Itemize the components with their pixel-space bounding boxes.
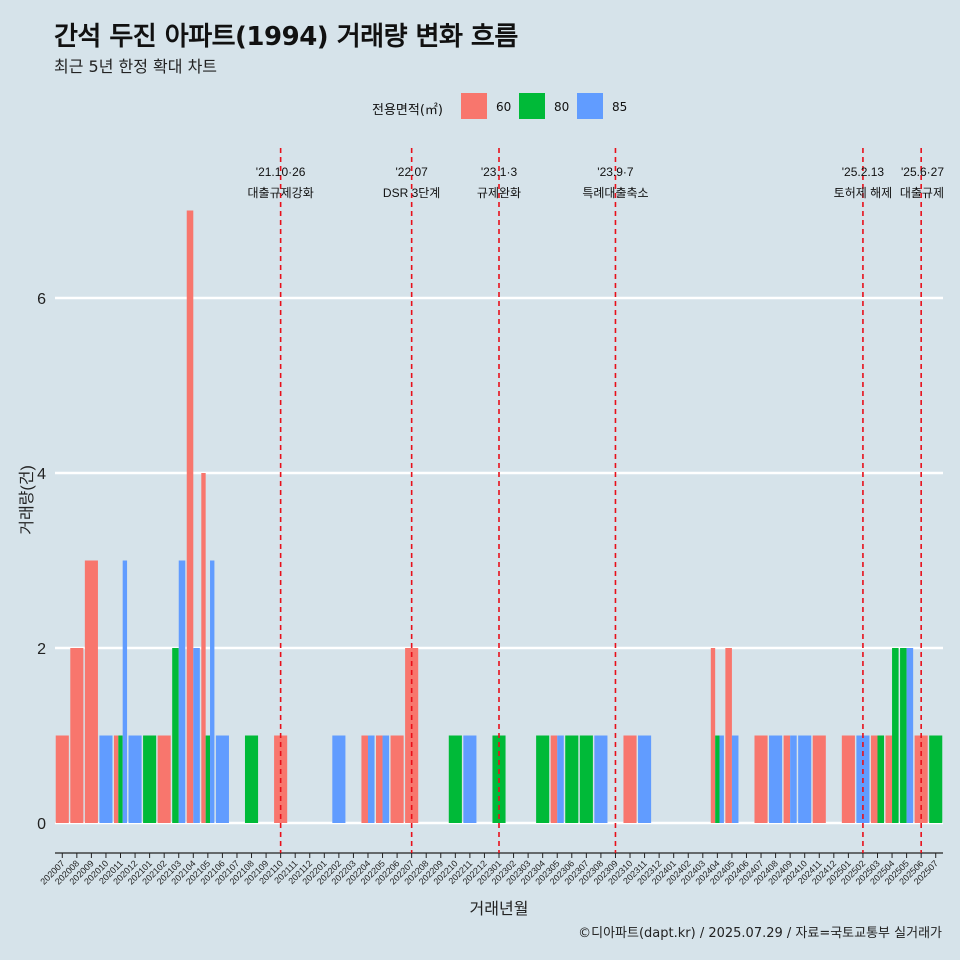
- bar-85-202405: [731, 735, 739, 823]
- bar-85-202505: [906, 648, 914, 823]
- bar-85-202205: [382, 735, 390, 823]
- bar-85-202010: [99, 735, 113, 823]
- bar-80-202507: [929, 735, 943, 823]
- bar-60-202405: [725, 648, 732, 823]
- bar-60-202206: [390, 735, 404, 823]
- event-label: 대출규제: [900, 186, 944, 200]
- bar-60-202105: [201, 473, 206, 823]
- legend-label-60: 60: [496, 100, 512, 114]
- legend-key-80: [519, 93, 545, 119]
- event-date-label: '25.2.13: [842, 165, 885, 179]
- event-label: DSR 3단계: [383, 186, 440, 200]
- legend: 전용면적(㎡) 60 80 85: [0, 93, 960, 121]
- bar-60-202102: [157, 735, 171, 823]
- caption: ©디아파트(dapt.kr) / 2025.07.29 / 자료=국토교통부 실…: [578, 926, 942, 941]
- bar-80-202011: [118, 735, 123, 823]
- y-axis-title: 거래량(건): [18, 465, 36, 535]
- event-date-label: '23.9·7: [597, 165, 634, 179]
- bar-85-202409: [790, 735, 797, 823]
- legend-key-85: [577, 93, 603, 119]
- bar-60-202204: [361, 735, 368, 823]
- bar-85-202106: [215, 735, 229, 823]
- bar-80-202101: [143, 735, 157, 823]
- y-tick-label: 4: [37, 466, 46, 483]
- bar-85-202202: [332, 735, 346, 823]
- bar-80-202105: [205, 735, 211, 823]
- y-tick-label: 0: [37, 816, 46, 833]
- x-axis-title: 거래년월: [470, 900, 529, 918]
- bar-60-202504: [885, 735, 893, 823]
- bar-60-202009: [84, 560, 98, 823]
- bar-80-202306: [565, 735, 579, 823]
- bar-60-202503: [870, 735, 878, 823]
- event-label: 토허제 해제: [834, 186, 893, 200]
- bar-85-202104: [193, 648, 200, 823]
- legend-label-85: 85: [612, 100, 628, 114]
- bar-85-202105: [210, 560, 215, 823]
- bar-60-202305: [550, 735, 558, 823]
- bar-60-202104: [186, 210, 194, 823]
- bar-85-202410: [798, 735, 812, 823]
- bar-80-202404: [715, 735, 720, 823]
- bar-85-202305: [557, 735, 564, 823]
- chart-title: 간석 두진 아파트(1994) 거래량 변화 흐름: [54, 22, 518, 52]
- bar-60-202310: [623, 735, 637, 823]
- bar-85-202308: [594, 735, 608, 823]
- bar-85-202408: [769, 735, 783, 823]
- bar-80-202503: [877, 735, 885, 823]
- bar-60-202407: [754, 735, 768, 823]
- bar-85-202012: [128, 735, 142, 823]
- bar-60-202205: [375, 735, 383, 823]
- bar-85-202404: [719, 735, 724, 823]
- bar-85-202103: [178, 560, 186, 823]
- bar-80-202210: [448, 735, 462, 823]
- bar-80-202505: [900, 648, 907, 823]
- bar-80-202307: [579, 735, 593, 823]
- bar-80-202504: [892, 648, 899, 823]
- event-label: 대출규제강화: [248, 186, 314, 200]
- bar-60-202501: [841, 735, 855, 823]
- event-date-label: '25.6·27: [901, 165, 944, 179]
- bar-60-202409: [783, 735, 791, 823]
- bar-60-202008: [70, 648, 84, 823]
- bar-60-202007: [55, 735, 69, 823]
- event-date-label: '22.07: [395, 165, 428, 179]
- bar-80-202304: [536, 735, 550, 823]
- bar-85-202011: [122, 560, 128, 823]
- legend-label-80: 80: [554, 100, 570, 114]
- bar-60-202011: [113, 735, 119, 823]
- y-tick-label: 2: [37, 641, 46, 658]
- legend-title: 전용면적(㎡): [372, 103, 443, 118]
- bar-85-202311: [638, 735, 652, 823]
- bar-80-202103: [172, 648, 179, 823]
- event-date-label: '21.10·26: [256, 165, 306, 179]
- bar-60-202411: [812, 735, 826, 823]
- bar-85-202211: [463, 735, 477, 823]
- y-tick-label: 6: [37, 291, 46, 308]
- event-date-label: '23.1·3: [481, 165, 518, 179]
- bar-80-202108: [244, 735, 259, 823]
- chart-subtitle: 최근 5년 한정 확대 차트: [54, 57, 218, 76]
- bar-85-202204: [367, 735, 375, 823]
- bar-60-202404: [710, 648, 716, 823]
- event-label: 특례대출축소: [582, 186, 648, 200]
- legend-key-60: [461, 93, 487, 119]
- event-label: 규제완화: [477, 186, 521, 200]
